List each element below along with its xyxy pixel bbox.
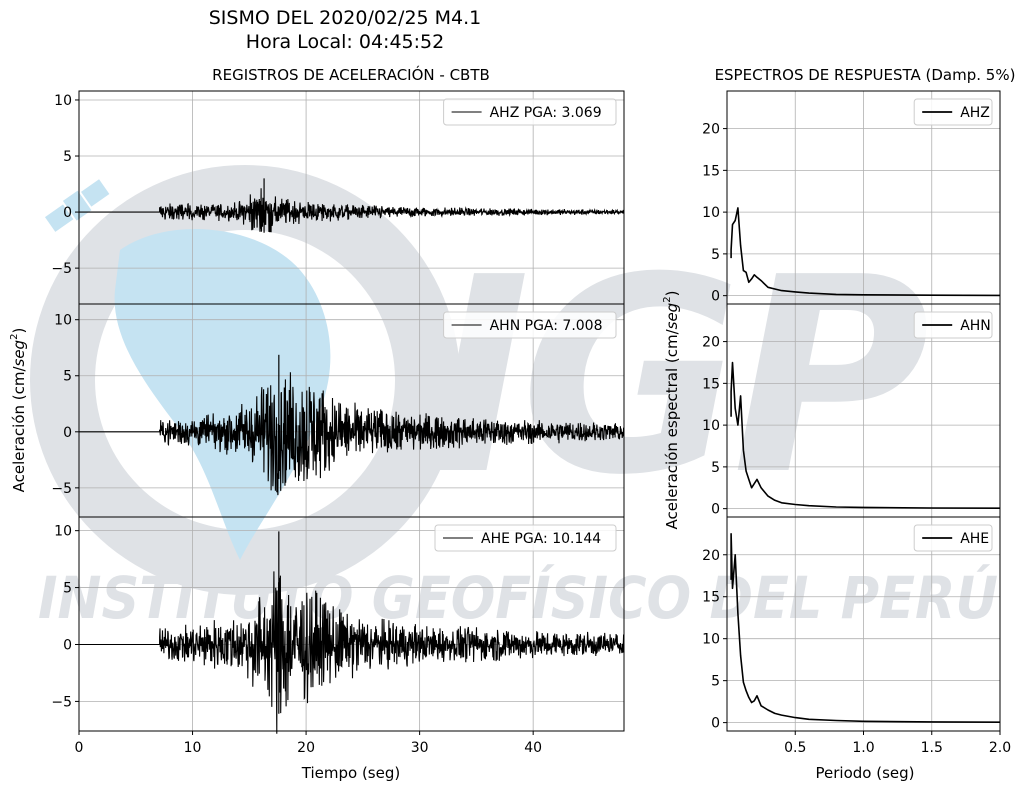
accel-trace-ahn bbox=[79, 372, 625, 496]
accel-ytick-label-ahz-10: 10 bbox=[54, 93, 72, 109]
accel-xtick-label-30: 30 bbox=[411, 740, 429, 756]
accel-legend-box-ahz bbox=[443, 98, 617, 126]
spectra-spectrum-ahe bbox=[730, 533, 1001, 723]
spectra-legend-box-ahn bbox=[913, 311, 993, 339]
spectra-ytick-label-ahn-5: 5 bbox=[711, 460, 720, 476]
spectra-legend-box-ahe bbox=[913, 524, 993, 552]
response-spectra-chart: 0 5 10 15 20 AHZ 0 5 10 15 20 AHN 0 5 10 15 20 AHE 0.5 1.0 1… bbox=[702, 90, 1011, 756]
left-y-axis-label-close: ) bbox=[10, 328, 28, 334]
accel-trace-ahe bbox=[79, 571, 625, 734]
accel-ytick-label-ahn-−5: −5 bbox=[51, 481, 72, 497]
spectra-xtick-label-2.0: 2.0 bbox=[989, 740, 1011, 756]
spectra-xtick-label-1.0: 1.0 bbox=[852, 740, 874, 756]
right-x-axis-label: Periodo (seg) bbox=[816, 764, 915, 782]
figure-title-line2: Hora Local: 04:45:52 bbox=[246, 31, 444, 53]
spectra-legend-label-ahz: AHZ bbox=[960, 105, 990, 121]
accel-xtick-label-0: 0 bbox=[75, 740, 84, 756]
right-y-axis-label: Aceleración espectral (cm/seg2) bbox=[662, 291, 681, 530]
left-chart-title: REGISTROS DE ACELERACIÓN - CBTB bbox=[212, 65, 490, 84]
accel-ytick-label-ahe-5: 5 bbox=[63, 581, 72, 597]
spectra-ytick-label-ahn-10: 10 bbox=[702, 418, 720, 434]
right-chart-title: ESPECTROS DE RESPUESTA (Damp. 5%) bbox=[715, 66, 1016, 84]
accel-ytick-label-ahe-0: 0 bbox=[63, 637, 72, 653]
left-x-axis-label: Tiempo (seg) bbox=[301, 764, 400, 782]
left-y-axis-label-base: Aceleración (cm/ bbox=[10, 366, 28, 493]
accel-legend-box-ahe bbox=[434, 524, 617, 552]
spectra-ytick-label-ahz-10: 10 bbox=[702, 205, 720, 221]
accel-ytick-label-ahe-10: 10 bbox=[54, 524, 72, 540]
accel-ytick-label-ahn-5: 5 bbox=[63, 369, 72, 385]
spectra-ytick-label-ahz-15: 15 bbox=[702, 163, 720, 179]
spectra-ytick-label-ahe-10: 10 bbox=[702, 632, 720, 648]
accel-ytick-label-ahn-10: 10 bbox=[54, 313, 72, 329]
spectra-xtick-label-1.5: 1.5 bbox=[921, 740, 943, 756]
spectra-ytick-label-ahe-20: 20 bbox=[702, 548, 720, 564]
accel-legend-label-ahn: AHN PGA: 7.008 bbox=[490, 318, 603, 334]
watermark-logo-text: IGP bbox=[430, 219, 930, 534]
accel-ytick-label-ahz-5: 5 bbox=[63, 149, 72, 165]
right-y-axis-label-unit: seg bbox=[663, 303, 681, 330]
watermark-institution-text: INSTITUTO GEOFÍSICO DEL PERÚ bbox=[38, 563, 998, 632]
spectra-panel-ahn: 0 5 10 15 20 AHN bbox=[702, 303, 1001, 518]
accel-legend-box-ahn bbox=[443, 311, 617, 339]
spectra-spectrum-ahz bbox=[730, 207, 1001, 297]
spectra-legend-label-ahn: AHN bbox=[960, 318, 991, 334]
accel-panel-ahn: −5 0 5 10 AHN PGA: 7.008 bbox=[51, 303, 625, 518]
accel-legend-label-ahe: AHE PGA: 10.144 bbox=[481, 531, 601, 547]
spectra-panel-ahe: 0 5 10 15 20 AHE bbox=[702, 516, 1001, 732]
left-y-axis-label: Aceleración (cm/seg2) bbox=[9, 328, 28, 493]
accel-xtick-label-40: 40 bbox=[524, 740, 542, 756]
accel-ytick-label-ahe-−5: −5 bbox=[51, 694, 72, 710]
accel-frame-ahe bbox=[78, 516, 625, 732]
satellite-icon bbox=[44, 179, 110, 232]
right-y-axis-label-exp: 2 bbox=[662, 296, 673, 302]
figure-title-line1: SISMO DEL 2020/02/25 M4.1 bbox=[209, 7, 482, 29]
spectra-ytick-label-ahz-20: 20 bbox=[702, 122, 720, 138]
right-y-axis-label-close: ) bbox=[663, 291, 681, 297]
accel-ytick-label-ahn-0: 0 bbox=[63, 425, 72, 441]
spectra-legend-box-ahz bbox=[913, 98, 993, 126]
spectra-ytick-label-ahn-20: 20 bbox=[702, 335, 720, 351]
accel-ytick-label-ahz-−5: −5 bbox=[51, 261, 72, 277]
accel-panel-ahe: −5 0 5 10 AHE PGA: 10.144 bbox=[51, 516, 625, 734]
spectra-legend-label-ahe: AHE bbox=[960, 531, 989, 547]
accel-xtick-label-10: 10 bbox=[184, 740, 202, 756]
right-y-axis-label-base: Aceleración espectral (cm/ bbox=[663, 328, 681, 529]
spectra-ytick-label-ahe-15: 15 bbox=[702, 590, 720, 606]
igp-watermark: IGP INSTITUTO GEOFÍSICO DEL PERÚ bbox=[30, 165, 998, 632]
spectra-ytick-label-ahz-5: 5 bbox=[711, 247, 720, 263]
accel-trace-ahz bbox=[79, 188, 625, 233]
spectra-ytick-label-ahe-0: 0 bbox=[711, 716, 720, 732]
spectra-ytick-label-ahn-0: 0 bbox=[711, 502, 720, 518]
accel-xtick-label-20: 20 bbox=[297, 740, 315, 756]
spectra-ytick-label-ahz-0: 0 bbox=[711, 289, 720, 305]
spectra-spectrum-ahn bbox=[730, 361, 1001, 509]
accel-ytick-label-ahz-0: 0 bbox=[63, 205, 72, 221]
spectra-ytick-label-ahe-5: 5 bbox=[711, 674, 720, 690]
spectra-xtick-label-0.5: 0.5 bbox=[784, 740, 806, 756]
accel-legend-label-ahz: AHZ PGA: 3.069 bbox=[490, 105, 602, 121]
left-y-axis-label-exp: 2 bbox=[9, 334, 20, 340]
left-y-axis-label-unit: seg bbox=[10, 340, 28, 367]
acceleration-records-chart: −5 0 5 10 AHZ PGA: 3.069 −5 0 5 10 AHN PGA: 7.008… bbox=[51, 90, 625, 756]
spectra-ytick-label-ahn-15: 15 bbox=[702, 376, 720, 392]
